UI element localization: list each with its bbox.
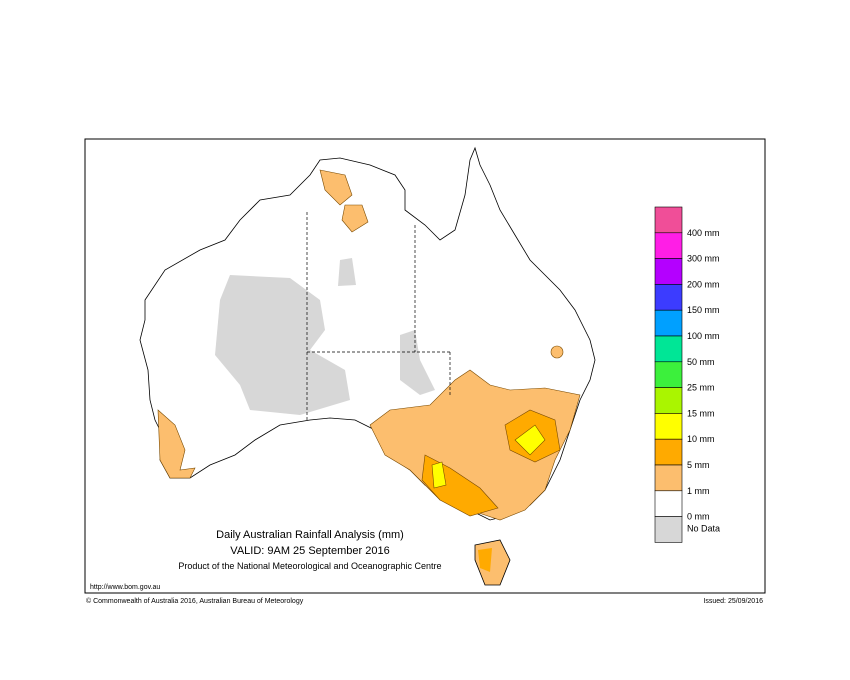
legend-label: 50 mm <box>687 357 715 367</box>
legend-swatch <box>654 335 683 363</box>
legend-swatch <box>654 516 683 543</box>
legend-swatch <box>654 284 683 311</box>
legend-label: No Data <box>687 524 720 534</box>
legend-label: 10 mm <box>687 434 715 444</box>
legend-swatch <box>654 232 683 259</box>
issued-date: Issued: 25/09/2016 <box>703 598 763 605</box>
product-note: Product of the National Meteorological a… <box>178 561 441 571</box>
rain-area <box>550 345 564 359</box>
map-title: Daily Australian Rainfall Analysis (mm) <box>216 529 404 541</box>
rain-area <box>319 169 353 206</box>
legend-swatch <box>654 361 683 388</box>
legend-swatch <box>654 309 683 337</box>
legend-label: 0 mm <box>687 512 710 522</box>
legend-swatch <box>654 464 683 492</box>
copyright: © Commonwealth of Australia 2016, Austra… <box>86 597 304 605</box>
legend-label: 1 mm <box>687 486 710 496</box>
rain-area <box>514 424 546 456</box>
legend-swatch <box>654 438 683 466</box>
legend-swatch <box>654 258 683 285</box>
source-url: http://www.bom.gov.au <box>90 584 160 591</box>
legend-label: 150 mm <box>687 305 720 315</box>
legend-label: 15 mm <box>687 408 715 418</box>
australia-map <box>139 146 596 586</box>
rain-area <box>431 461 447 489</box>
legend-swatch <box>654 387 683 414</box>
no-data-area <box>215 275 350 415</box>
legend-label: 5 mm <box>687 460 710 470</box>
legend-label: 400 mm <box>687 228 720 238</box>
no-data-area <box>338 258 356 286</box>
legend-label: 25 mm <box>687 383 715 393</box>
state-borders <box>306 212 451 420</box>
valid-time: VALID: 9AM 25 September 2016 <box>230 545 389 557</box>
rain-area <box>341 204 369 233</box>
rain-area <box>157 409 196 479</box>
legend: 400 mm 300 mm 200 mm 150 mm 100 mm 50 mm 25 mm… <box>654 206 720 543</box>
legend-swatch <box>654 490 683 517</box>
rain-area <box>478 548 492 572</box>
legend-swatch <box>654 206 683 234</box>
legend-label: 100 mm <box>687 331 720 341</box>
legend-swatch <box>654 413 683 440</box>
legend-label: 200 mm <box>687 279 720 289</box>
no-data-area <box>400 330 435 395</box>
legend-label: 300 mm <box>687 254 720 264</box>
